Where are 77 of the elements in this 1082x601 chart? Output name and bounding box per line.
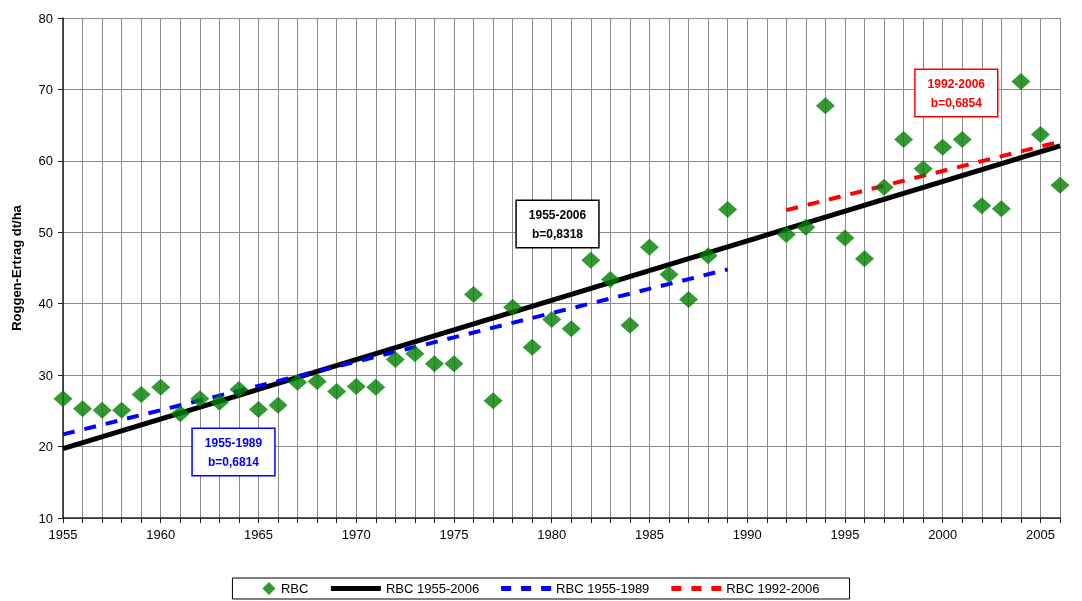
point	[503, 298, 523, 316]
legend-label: RBC 1955-2006	[385, 581, 480, 596]
point	[288, 373, 308, 391]
point	[796, 218, 816, 236]
legend-label: RBC	[280, 581, 309, 596]
x-tick-label: 1960	[146, 527, 176, 542]
point	[913, 160, 933, 178]
y-tick-label: 20	[38, 439, 53, 455]
y-tick-label: 60	[38, 153, 53, 169]
point	[542, 310, 562, 328]
point	[639, 238, 659, 256]
point	[581, 251, 601, 269]
point	[268, 396, 288, 414]
point	[1030, 125, 1050, 143]
point	[972, 197, 992, 215]
point	[444, 355, 464, 373]
point	[561, 320, 581, 338]
point	[933, 138, 953, 156]
point	[307, 373, 327, 391]
point	[952, 130, 972, 148]
point	[894, 130, 914, 148]
point	[483, 392, 503, 410]
point	[346, 378, 366, 396]
y-tick-label: 70	[38, 81, 53, 97]
legend-label: RBC 1955-1989	[556, 581, 650, 596]
point	[327, 383, 347, 401]
point	[718, 200, 738, 218]
point	[131, 385, 151, 403]
point	[464, 285, 484, 303]
y-tick-label: 10	[38, 510, 53, 526]
point	[679, 290, 699, 308]
point	[73, 400, 93, 418]
point	[874, 178, 894, 196]
point	[522, 338, 542, 356]
point	[1050, 176, 1070, 194]
x-tick-label: 1980	[537, 527, 567, 542]
x-tick-label: 1955	[48, 527, 78, 542]
point	[151, 378, 171, 396]
point	[424, 355, 444, 373]
x-tick-label: 2005	[1025, 527, 1055, 542]
point	[366, 378, 386, 396]
annotation: 1992-2006 b=0,6854	[927, 76, 986, 110]
x-tick-label: 1975	[439, 527, 469, 542]
point	[600, 270, 620, 288]
point	[229, 380, 249, 398]
point	[991, 200, 1011, 218]
x-tick-label: 1995	[830, 527, 860, 542]
point	[190, 390, 210, 408]
y-tick-label: 80	[38, 10, 53, 26]
y-tick-label: 50	[38, 224, 53, 240]
point	[405, 345, 425, 363]
point	[248, 400, 268, 418]
point	[53, 390, 73, 408]
point	[835, 229, 855, 247]
annotation: 1955-1989 b=0,6814	[204, 435, 263, 469]
x-tick-label: 1970	[341, 527, 371, 542]
y-tick-label: 30	[38, 367, 53, 383]
point	[815, 97, 835, 115]
x-tick-label: 2000	[928, 527, 958, 542]
point	[209, 393, 229, 411]
point	[92, 401, 112, 419]
y-tick-label: 40	[38, 296, 53, 312]
point	[385, 350, 405, 368]
annotation: 1955-2006 b=0,8318	[528, 207, 587, 241]
point	[1011, 73, 1031, 91]
legend-label: RBC 1992-2006	[726, 581, 820, 596]
point	[620, 316, 640, 334]
point	[698, 247, 718, 265]
point	[170, 405, 190, 423]
x-tick-label: 1990	[732, 527, 762, 542]
x-tick-label: 1985	[635, 527, 664, 542]
point	[776, 225, 796, 243]
point	[112, 401, 132, 419]
x-tick-label: 1965	[244, 527, 273, 542]
point	[855, 250, 875, 268]
point	[659, 265, 679, 283]
y-axis-title: Roggen-Ertrag dt/ha	[9, 204, 24, 331]
